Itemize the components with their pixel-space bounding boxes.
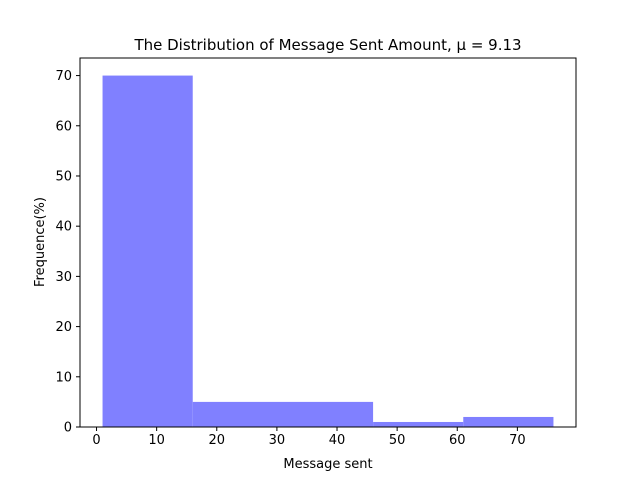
histogram-bar-1 [102, 75, 193, 428]
bars-layer [102, 75, 554, 428]
histogram-bar-4 [463, 416, 554, 427]
x-tick-label: 60 [449, 433, 466, 448]
x-tick-label: 50 [389, 433, 406, 448]
y-tick-label: 0 [64, 421, 72, 436]
histogram-bar-2 [192, 401, 374, 427]
x-axis-ticks: 0 10 20 30 40 50 60 70 [92, 427, 526, 448]
y-tick-label: 10 [55, 370, 72, 385]
y-axis-label: Frequence(%) [33, 197, 48, 287]
x-tick-label: 0 [92, 433, 100, 448]
y-tick-label: 40 [55, 220, 72, 235]
x-tick-label: 30 [269, 433, 286, 448]
x-axis-label: Message sent [283, 457, 372, 472]
chart-title: The Distribution of Message Sent Amount,… [133, 36, 521, 54]
x-tick-label: 40 [329, 433, 346, 448]
y-tick-label: 20 [55, 320, 72, 335]
y-tick-label: 60 [55, 119, 72, 134]
y-tick-label: 50 [55, 169, 72, 184]
histogram-bar-3 [373, 421, 464, 427]
y-tick-label: 30 [55, 270, 72, 285]
y-tick-label: 70 [55, 69, 72, 84]
x-tick-label: 70 [509, 433, 526, 448]
x-tick-label: 20 [209, 433, 226, 448]
y-axis-ticks: 0 10 20 30 40 50 60 70 [55, 69, 80, 436]
x-tick-label: 10 [148, 433, 165, 448]
plot-frame [79, 57, 577, 428]
